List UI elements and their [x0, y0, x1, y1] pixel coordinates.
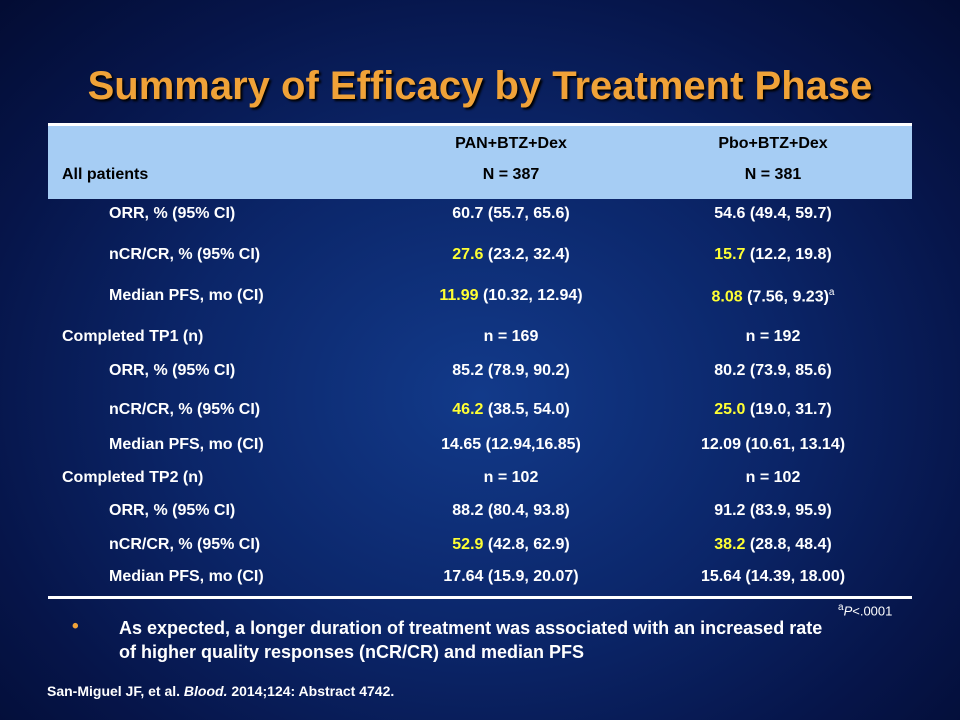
row-col1: n = 169 [483, 328, 539, 345]
highlight-value: 38.2 [714, 536, 746, 553]
header-col1-name: PAN+BTZ+Dex [455, 135, 567, 152]
row-label: ORR, % (95% CI) [109, 362, 236, 379]
slide-title: Summary of Efficacy by Treatment Phase [87, 64, 873, 108]
footnote-marker: a [828, 287, 835, 298]
table-top-rule [48, 123, 912, 126]
table-bottom-rule [48, 596, 912, 599]
row-col1: 60.7 (55.7, 65.6) [452, 205, 570, 222]
bullet-text: As expected, a longer duration of treatm… [119, 618, 823, 662]
bullet-marker: • [72, 616, 79, 637]
row-col2: 38.2 (28.8, 48.4) [714, 536, 832, 553]
row-col1: 52.9 (42.8, 62.9) [452, 536, 570, 553]
highlight-value: 46.2 [452, 401, 484, 418]
row-label: Median PFS, mo (CI) [109, 287, 264, 304]
table-row: Median PFS, mo (CI) 14.65 (12.94,16.85) … [48, 436, 912, 460]
highlight-value: 11.99 [439, 287, 479, 304]
row-col2: 25.0 (19.0, 31.7) [714, 401, 832, 418]
header-row-label: All patients [62, 166, 149, 183]
row-label: nCR/CR, % (95% CI) [109, 246, 261, 263]
header-col2-n: N = 381 [744, 166, 802, 183]
row-col2: n = 192 [745, 328, 801, 345]
row-col2: n = 102 [745, 469, 801, 486]
row-label: ORR, % (95% CI) [109, 502, 236, 519]
row-col1: 17.64 (15.9, 20.07) [443, 568, 579, 585]
header-col2-name: Pbo+BTZ+Dex [718, 135, 828, 152]
row-col1: 11.99 (10.32, 12.94) [439, 287, 583, 304]
row-label: nCR/CR, % (95% CI) [109, 401, 261, 418]
row-label: nCR/CR, % (95% CI) [109, 536, 261, 553]
header-col1-n: N = 387 [482, 166, 540, 183]
row-group-label: Completed TP2 (n) [62, 469, 204, 486]
row-label: Median PFS, mo (CI) [109, 568, 264, 585]
table-header: PAN+BTZ+Dex Pbo+BTZ+Dex All patients N =… [48, 126, 912, 199]
row-col1: 88.2 (80.4, 93.8) [452, 502, 570, 519]
row-col1: n = 102 [483, 469, 539, 486]
row-col1: 85.2 (78.9, 90.2) [452, 362, 570, 379]
row-col1: 46.2 (38.5, 54.0) [452, 401, 570, 418]
row-col2: 54.6 (49.4, 59.7) [714, 205, 832, 222]
row-col1: 27.6 (23.2, 32.4) [452, 246, 570, 263]
citation: San-Miguel JF, et al. Blood. 2014;124: A… [47, 683, 395, 699]
row-col2: 91.2 (83.9, 95.9) [714, 502, 832, 519]
row-label: ORR, % (95% CI) [109, 205, 236, 222]
row-label: Median PFS, mo (CI) [109, 436, 264, 453]
highlight-value: 27.6 [452, 246, 484, 263]
row-col2: 8.08 (7.56, 9.23)a [711, 287, 835, 306]
highlight-value: 15.7 [714, 246, 746, 263]
table-row: nCR/CR, % (95% CI) 27.6 (23.2, 32.4) 15.… [48, 246, 912, 270]
row-col2: 12.09 (10.61, 13.14) [700, 436, 846, 453]
table-row: ORR, % (95% CI) 85.2 (78.9, 90.2) 80.2 (… [48, 362, 912, 386]
table-row: nCR/CR, % (95% CI) 52.9 (42.8, 62.9) 38.… [48, 536, 912, 560]
table-row: Completed TP2 (n) n = 102 n = 102 [48, 469, 912, 493]
highlight-value: 25.0 [714, 401, 746, 418]
table-row: Median PFS, mo (CI) 17.64 (15.9, 20.07) … [48, 568, 912, 592]
table-row: Completed TP1 (n) n = 169 n = 192 [48, 328, 912, 352]
highlight-value: 52.9 [452, 536, 484, 553]
table-row: ORR, % (95% CI) 88.2 (80.4, 93.8) 91.2 (… [48, 502, 912, 526]
row-col2: 15.64 (14.39, 18.00) [700, 568, 846, 585]
row-col1: 14.65 (12.94,16.85) [441, 436, 581, 453]
footnote: aP<.0001 [838, 602, 893, 619]
row-col2: 80.2 (73.9, 85.6) [714, 362, 832, 379]
row-group-label: Completed TP1 (n) [62, 328, 204, 345]
table-row: Median PFS, mo (CI) 11.99 (10.32, 12.94)… [48, 287, 912, 311]
table-row: ORR, % (95% CI) 60.7 (55.7, 65.6) 54.6 (… [48, 205, 912, 229]
highlight-value: 8.08 [711, 288, 743, 306]
table-row: nCR/CR, % (95% CI) 46.2 (38.5, 54.0) 25.… [48, 401, 912, 425]
row-col2: 15.7 (12.2, 19.8) [714, 246, 832, 263]
